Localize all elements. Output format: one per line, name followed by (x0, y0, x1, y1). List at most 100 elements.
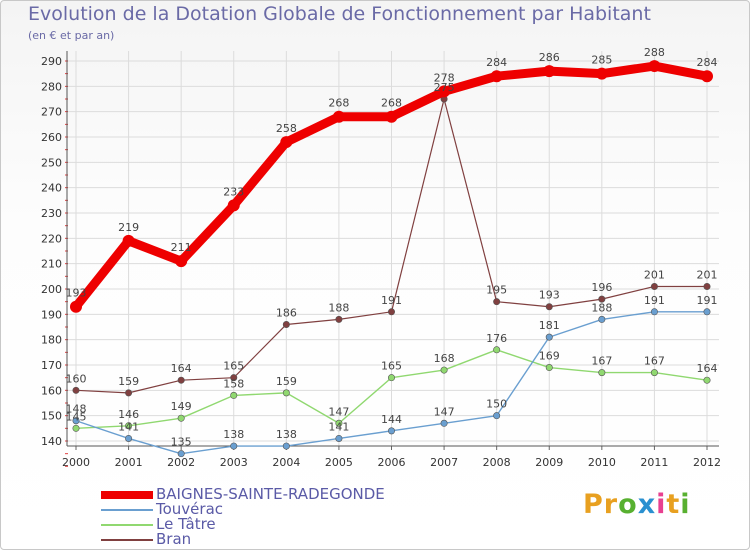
y-tick-label: 280 (41, 80, 62, 93)
data-point (335, 434, 343, 442)
data-point (703, 376, 711, 384)
axes: 140 150 160 170 180 190 200 210 220 230 240 250 260 2… (41, 51, 721, 469)
data-point (387, 308, 395, 316)
series-lines (70, 60, 713, 458)
data-label: 219 (118, 221, 139, 234)
data-point (438, 85, 451, 98)
legend-swatch (101, 524, 153, 526)
legend-label: Le Tâtre (156, 515, 216, 533)
data-point (387, 427, 395, 435)
data-label: 138 (276, 428, 297, 441)
data-label: 148 (66, 403, 87, 416)
logo-letter: o (618, 489, 638, 520)
y-tick-label: 270 (41, 106, 62, 119)
data-point (177, 450, 185, 458)
grid-lines (67, 51, 719, 446)
y-tick-label: 260 (41, 131, 62, 144)
data-label: 211 (171, 241, 192, 254)
data-label: 186 (276, 306, 297, 319)
x-tick-label: 2002 (167, 456, 195, 469)
data-label: 147 (434, 405, 455, 418)
data-point (177, 414, 185, 422)
data-point (545, 333, 553, 341)
data-label: 176 (486, 332, 507, 345)
data-point (703, 308, 711, 316)
data-label: 168 (434, 352, 455, 365)
data-point (175, 255, 188, 268)
data-point (72, 417, 80, 425)
data-label: 191 (697, 294, 718, 307)
y-tick-label: 210 (41, 258, 62, 271)
proxiti-logo: Proxiti (583, 489, 691, 520)
data-point (122, 234, 135, 247)
data-point (72, 386, 80, 394)
y-tick-label: 180 (41, 334, 62, 347)
data-label: 278 (434, 71, 455, 84)
y-tick-label: 290 (41, 55, 62, 68)
x-tick-label: 2011 (640, 456, 668, 469)
y-tick-label: 200 (41, 283, 62, 296)
data-point (545, 303, 553, 311)
data-label: 141 (118, 420, 139, 433)
legend-entry: Bran (101, 530, 421, 548)
data-label: 258 (276, 122, 297, 135)
data-label: 135 (171, 436, 192, 449)
data-label: 268 (328, 97, 349, 110)
data-label: 285 (591, 54, 612, 67)
y-tick-label: 160 (41, 384, 62, 397)
data-label: 147 (328, 405, 349, 418)
data-point (227, 199, 240, 212)
data-point (598, 315, 606, 323)
legend-entry: Touvérac (101, 500, 421, 518)
data-point (650, 308, 658, 316)
data-point (230, 374, 238, 382)
data-point (72, 424, 80, 432)
data-point (598, 295, 606, 303)
data-point (387, 374, 395, 382)
x-tick-label: 2000 (62, 456, 90, 469)
data-label: 159 (118, 375, 139, 388)
data-label: 150 (486, 398, 507, 411)
logo-letter: r (603, 489, 619, 520)
data-label: 144 (381, 413, 402, 426)
data-point (543, 65, 556, 78)
data-label: 158 (223, 377, 244, 390)
data-label: 159 (276, 375, 297, 388)
data-label: 146 (118, 408, 139, 421)
x-tick-label: 2007 (430, 456, 458, 469)
y-tick-label: 150 (41, 410, 62, 423)
data-point (701, 70, 713, 83)
data-label: 193 (66, 287, 87, 300)
y-tick-label: 140 (41, 435, 62, 448)
data-label: 191 (381, 294, 402, 307)
y-tick-label: 240 (41, 182, 62, 195)
x-tick-label: 2012 (693, 456, 721, 469)
data-label: 288 (644, 46, 665, 59)
legend-swatch (101, 539, 153, 541)
x-tick-label: 2004 (272, 456, 300, 469)
data-label: 165 (381, 360, 402, 373)
data-label: 167 (591, 355, 612, 368)
data-point (125, 422, 133, 430)
data-label: 268 (381, 97, 402, 110)
data-label: 284 (486, 56, 507, 69)
data-point (493, 412, 501, 420)
data-point (125, 389, 133, 397)
data-point (282, 320, 290, 328)
data-point (545, 364, 553, 372)
data-point (440, 366, 448, 374)
legend-label: BAIGNES-SAINTE-RADEGONDE (156, 485, 385, 503)
data-label: 284 (697, 56, 718, 69)
legend-label: Touvérac (156, 500, 224, 518)
x-tick-label: 2008 (483, 456, 511, 469)
logo-letter: i (656, 489, 667, 520)
legend-swatch (101, 509, 153, 511)
y-tick-label: 190 (41, 308, 62, 321)
data-label: 165 (223, 360, 244, 373)
data-point (598, 369, 606, 377)
data-label: 141 (328, 420, 349, 433)
data-label: 201 (644, 268, 665, 281)
data-point (703, 282, 711, 290)
y-tick-label: 220 (41, 232, 62, 245)
x-tick-label: 2005 (325, 456, 353, 469)
